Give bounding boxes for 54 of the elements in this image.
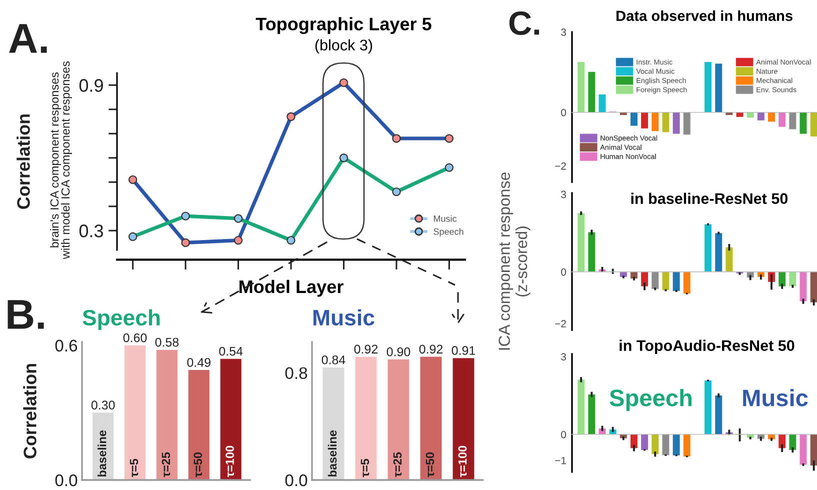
y-tick-label: −1 <box>555 456 566 464</box>
text: C. <box>509 11 540 35</box>
chart-title: Music <box>313 309 374 326</box>
y-tick-label: 0 <box>561 108 566 116</box>
chart-title: in TopoAudio-ResNet 50 <box>620 340 794 354</box>
data-label: 0.60 <box>123 333 147 342</box>
data-label: 0.91 <box>452 346 476 355</box>
y-tick-label: 3 <box>561 190 566 198</box>
legend-label: Music <box>434 215 457 222</box>
chart-title: in baseline-ResNet 50 <box>631 192 788 204</box>
y-axis-title: Correlation <box>16 114 30 209</box>
data-label: 0.58 <box>155 338 179 347</box>
x-tick-label: τ=5 <box>130 458 138 478</box>
x-tick-label: τ=25 <box>393 452 402 478</box>
y-tick-label: 0.6 <box>55 340 78 352</box>
y-tick-label: 0 <box>561 430 566 438</box>
data-label: 0.30 <box>91 400 115 410</box>
y-tick-label: 3 <box>561 28 566 36</box>
x-tick-label: τ=5 <box>360 458 370 478</box>
x-tick-label: τ=50 <box>194 452 202 478</box>
text: brain's ICA component responses with model ICA component responses <box>50 61 72 260</box>
x-tick-label: τ=100 <box>458 446 467 478</box>
text: A. <box>9 24 47 53</box>
y-tick-label: 0.8 <box>285 367 308 380</box>
chart-title: Data observed in humans <box>616 10 792 22</box>
y-tick-label: −2 <box>555 320 566 328</box>
y-tick-label: 3 <box>561 353 566 360</box>
y-tick-label: 0.9 <box>79 79 103 92</box>
x-tick-label: τ=25 <box>162 452 170 478</box>
y-tick-label: 0.3 <box>79 224 104 238</box>
data-label: 0.92 <box>354 344 378 354</box>
x-tick-label: τ=50 <box>426 452 434 478</box>
y-tick-label: 0.0 <box>285 474 308 486</box>
chart-title: Topographic Layer 5 <box>256 17 432 34</box>
annotation: Speech <box>610 388 692 412</box>
chart-title: Speech <box>82 309 160 330</box>
annotation: Music <box>743 388 808 406</box>
data-label: 0.84 <box>322 355 346 364</box>
y-tick-label: −2 <box>555 162 566 170</box>
text: B. <box>8 300 44 329</box>
x-axis-title: Model Layer <box>240 280 344 297</box>
chart-subtitle: (block 3) <box>315 39 372 54</box>
data-label: 0.54 <box>219 346 243 356</box>
y-tick-label: 0.0 <box>55 474 78 486</box>
y-axis-title: Correlation <box>23 364 36 458</box>
y-axis-title: ICA component response (z-scored) <box>498 172 530 350</box>
y-tick-label: 0 <box>561 268 566 276</box>
x-tick-label: baseline <box>98 430 106 476</box>
legend-label: Speech <box>434 228 464 237</box>
data-label: 0.90 <box>386 347 410 356</box>
x-tick-label: τ=100 <box>226 446 234 478</box>
x-tick-label: baseline <box>328 430 337 476</box>
data-label: 0.49 <box>187 358 210 367</box>
data-label: 0.92 <box>419 344 443 354</box>
